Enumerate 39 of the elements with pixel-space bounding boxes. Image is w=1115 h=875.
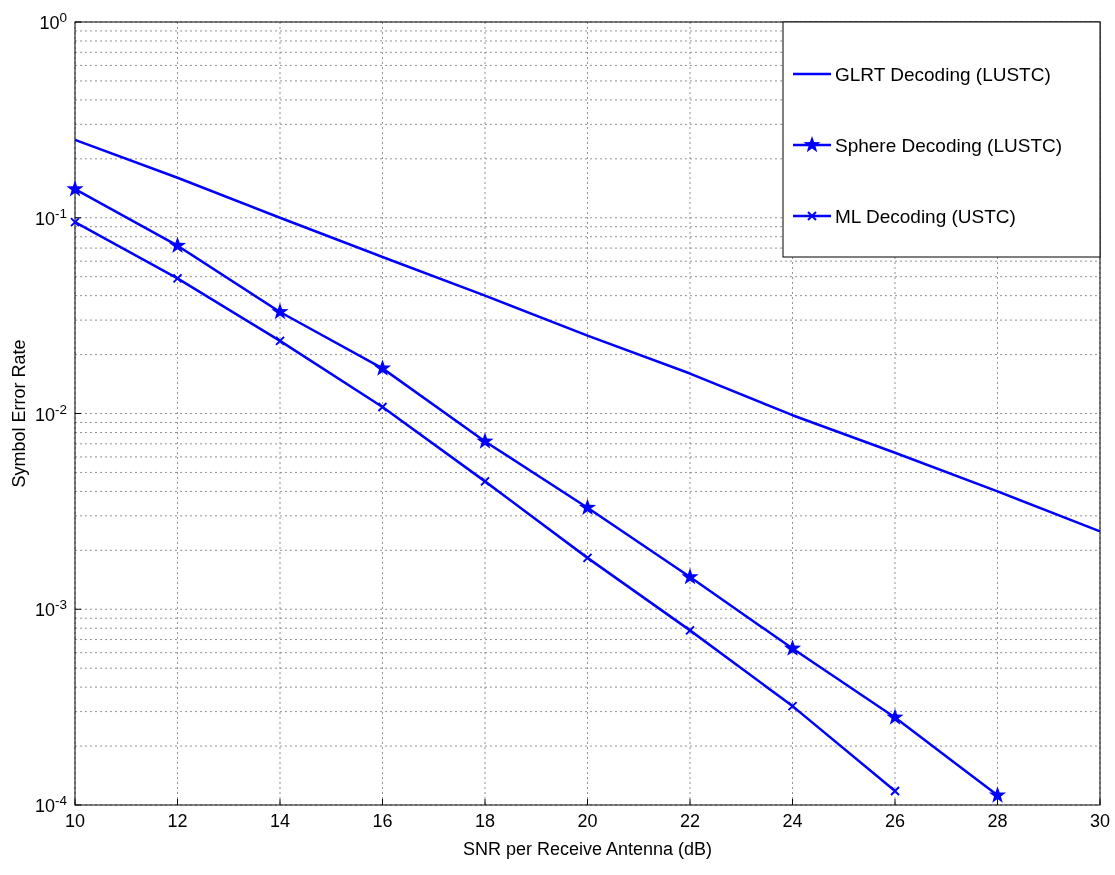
- x-tick-label: 22: [679, 811, 701, 831]
- x-tick-label: 30: [1089, 811, 1111, 831]
- point: [685, 625, 695, 636]
- line-series: [73, 138, 1102, 533]
- legend-label: ML Decoding (USTC): [835, 206, 1016, 227]
- x-tick-label: 12: [167, 811, 188, 831]
- point: [582, 552, 593, 563]
- point: [480, 476, 490, 487]
- point: [886, 708, 904, 725]
- x-tick-label: 14: [269, 811, 291, 831]
- x-tick-label: 24: [782, 811, 803, 831]
- x-tick-label: 20: [577, 811, 598, 831]
- point: [476, 432, 494, 449]
- y-tick-label: 10$^{0}$: [39, 9, 67, 33]
- x-tick-label: 16: [372, 811, 393, 831]
- point: [783, 639, 802, 656]
- point: [890, 785, 900, 796]
- point: [377, 401, 388, 412]
- point: [373, 359, 392, 376]
- point: [172, 273, 183, 284]
- y-axis-title: Symbol Error Rate: [9, 339, 29, 488]
- legend-label: GLRT Decoding (LUSTC): [835, 64, 1051, 85]
- point: [578, 498, 597, 516]
- y-tick-label: 10$^{-2}$: [34, 401, 67, 425]
- x-tick-label: 28: [987, 811, 1008, 831]
- x-tick-label: 18: [474, 811, 496, 831]
- point: [70, 217, 80, 228]
- point: [681, 568, 699, 585]
- x-tick-label: 26: [884, 811, 906, 831]
- legend-label: Sphere Decoding (LUSTC): [835, 135, 1063, 156]
- point: [275, 335, 285, 346]
- point: [66, 180, 84, 197]
- point: [787, 701, 798, 712]
- point: [988, 786, 1007, 803]
- x-axis-title: SNR per Receive Antenna (dB): [462, 839, 713, 859]
- y-tick-label: 10$^{-3}$: [34, 596, 67, 621]
- y-tick-label: 10$^{-1}$: [34, 205, 67, 229]
- point: [168, 236, 187, 253]
- point: [271, 303, 289, 320]
